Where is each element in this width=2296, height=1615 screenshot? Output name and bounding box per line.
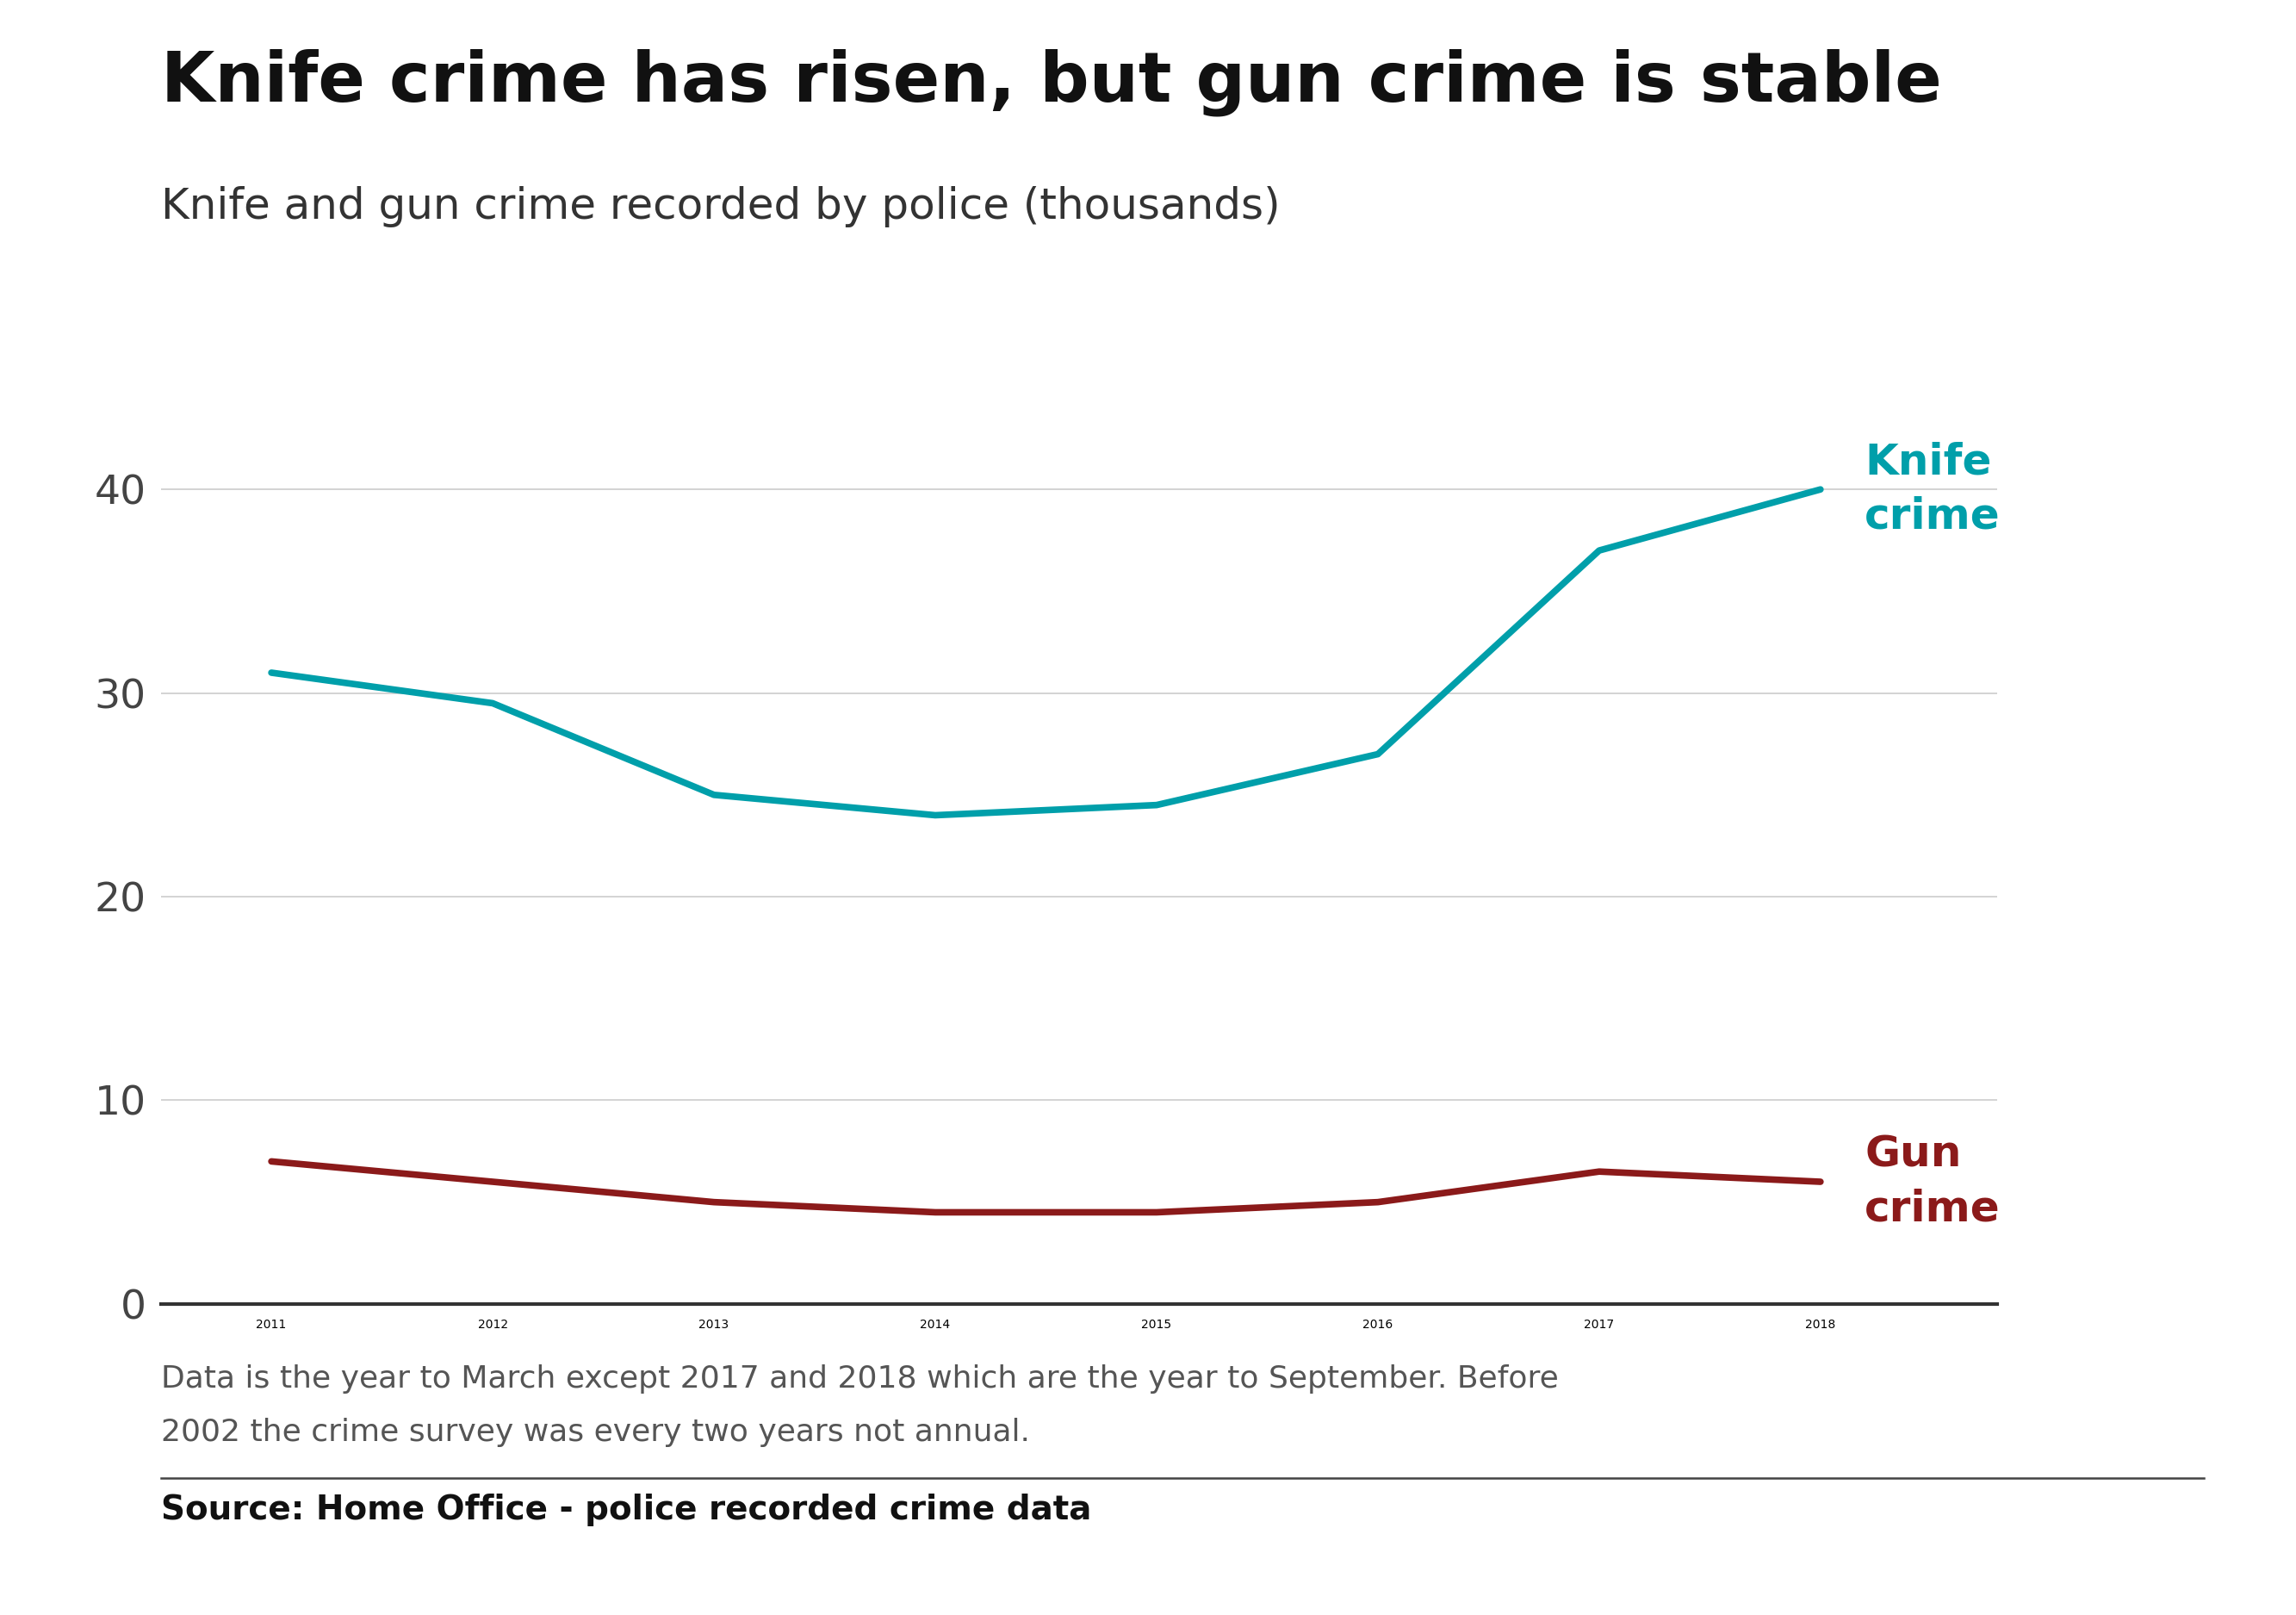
- Text: BBC: BBC: [2078, 1512, 2193, 1560]
- Text: Gun
crime: Gun crime: [1864, 1134, 2000, 1229]
- Text: 2002 the crime survey was every two years not annual.: 2002 the crime survey was every two year…: [161, 1418, 1029, 1447]
- Text: Knife crime has risen, but gun crime is stable: Knife crime has risen, but gun crime is …: [161, 48, 1942, 116]
- Text: Source: Home Office - police recorded crime data: Source: Home Office - police recorded cr…: [161, 1494, 1091, 1526]
- Text: Data is the year to March except 2017 and 2018 which are the year to September. : Data is the year to March except 2017 an…: [161, 1365, 1559, 1394]
- Text: Knife and gun crime recorded by police (thousands): Knife and gun crime recorded by police (…: [161, 186, 1279, 228]
- Text: Knife
crime: Knife crime: [1864, 441, 2000, 538]
